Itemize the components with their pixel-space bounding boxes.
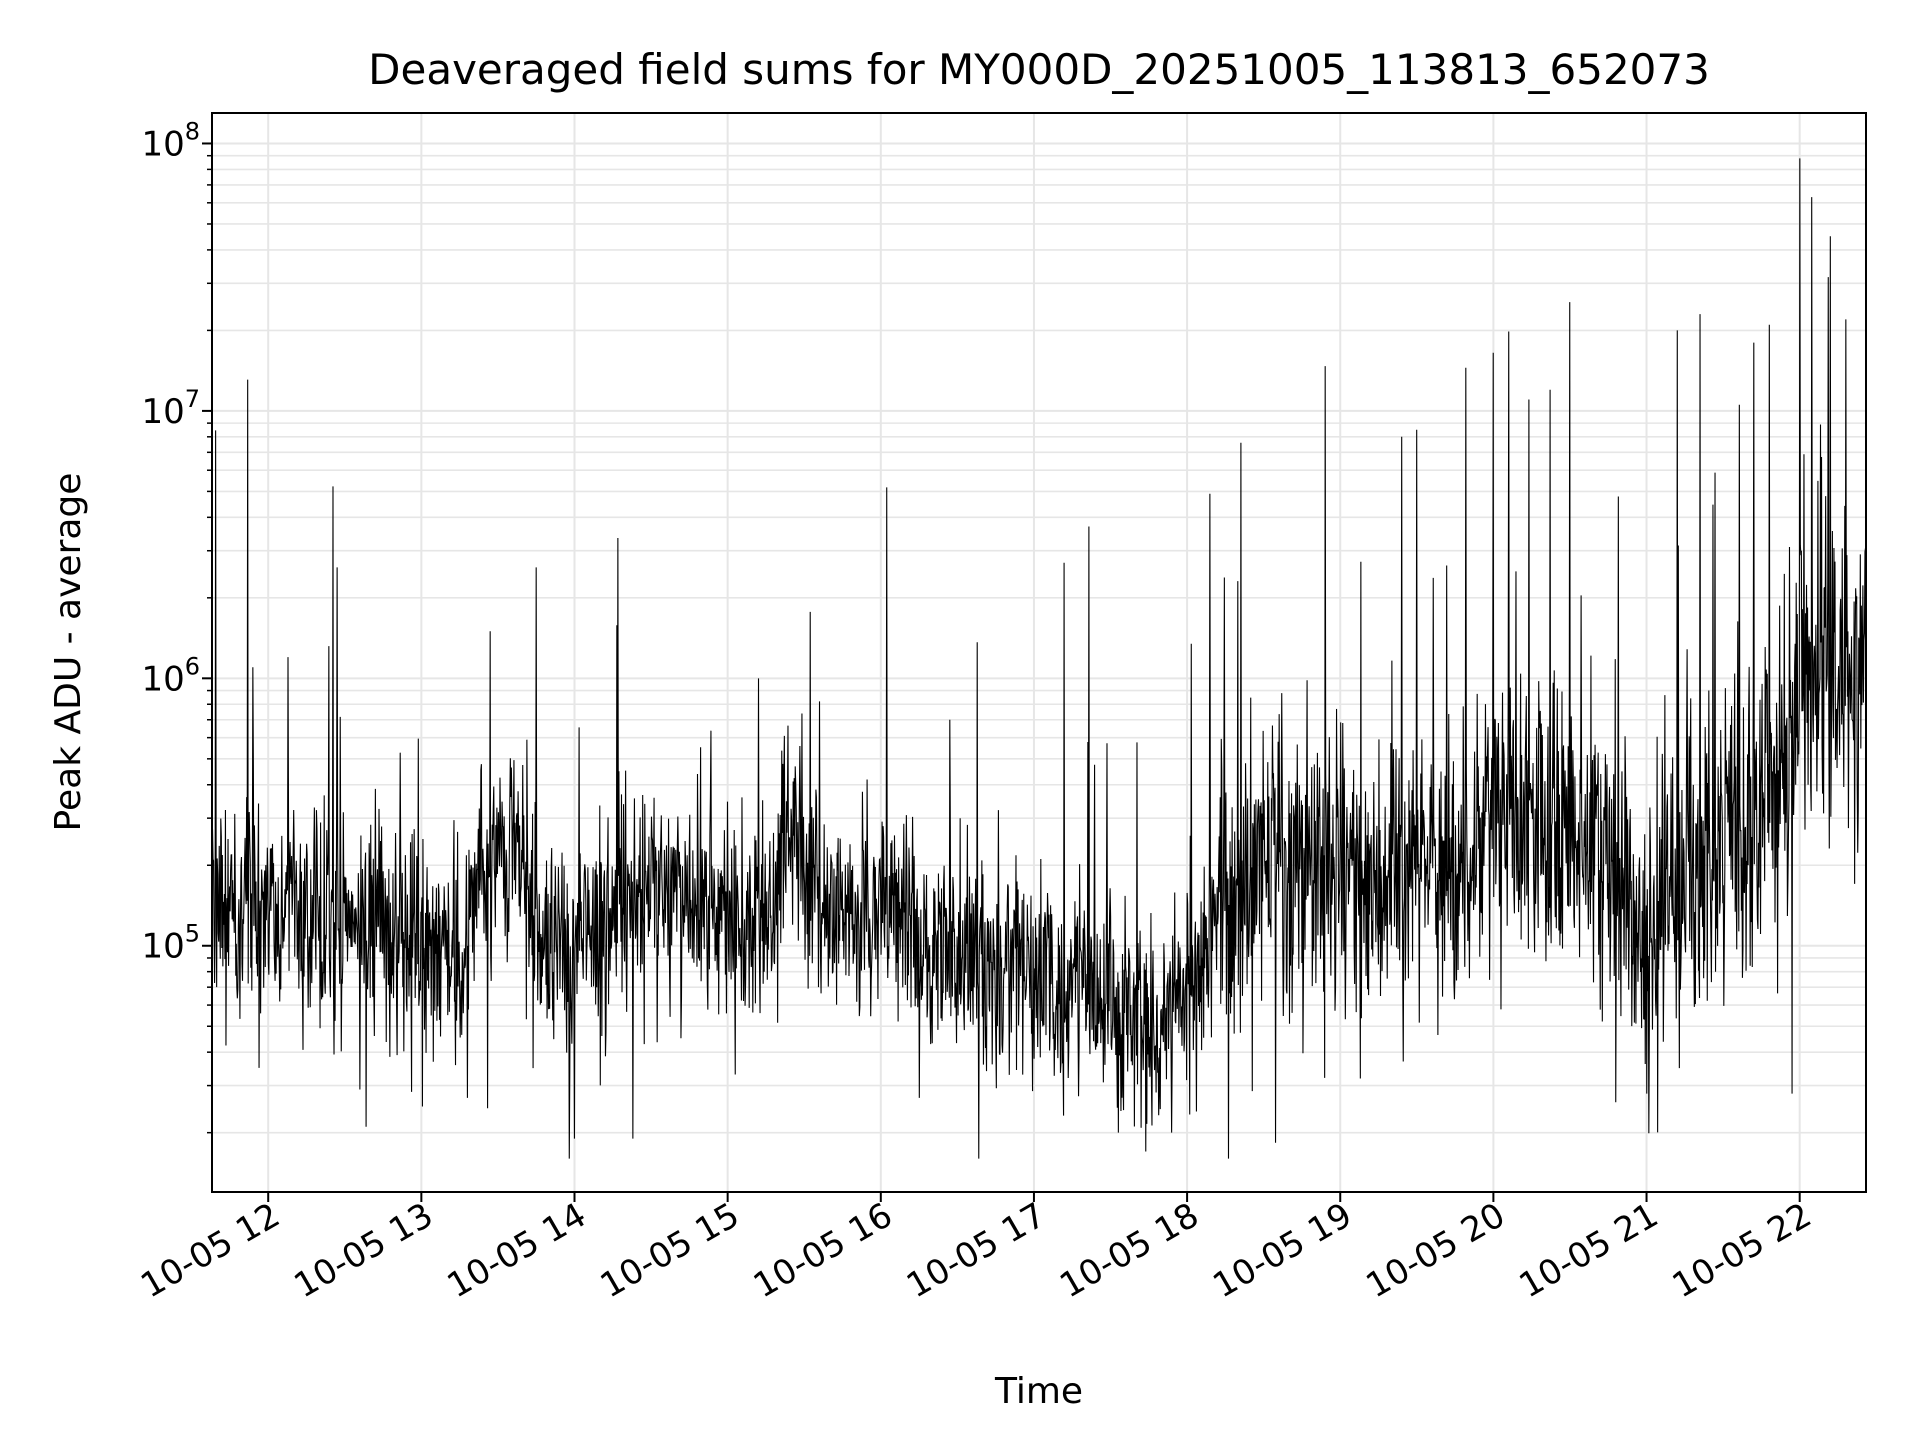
y-tick-label: 108 xyxy=(141,117,200,164)
y-tick-label: 106 xyxy=(141,652,200,699)
y-tick-label: 107 xyxy=(141,385,200,432)
y-tick-label: 105 xyxy=(141,920,200,967)
series-line xyxy=(212,158,1866,1159)
data-layer xyxy=(212,158,1866,1159)
y-axis-label: Peak ADU - average xyxy=(48,473,89,832)
chart-title: Deaveraged field sums for MY000D_2025100… xyxy=(368,45,1710,94)
plot-frame xyxy=(211,112,1867,1193)
x-axis-label: Time xyxy=(994,1371,1083,1412)
y-axis: 105 106 107 108 xyxy=(141,117,212,1134)
